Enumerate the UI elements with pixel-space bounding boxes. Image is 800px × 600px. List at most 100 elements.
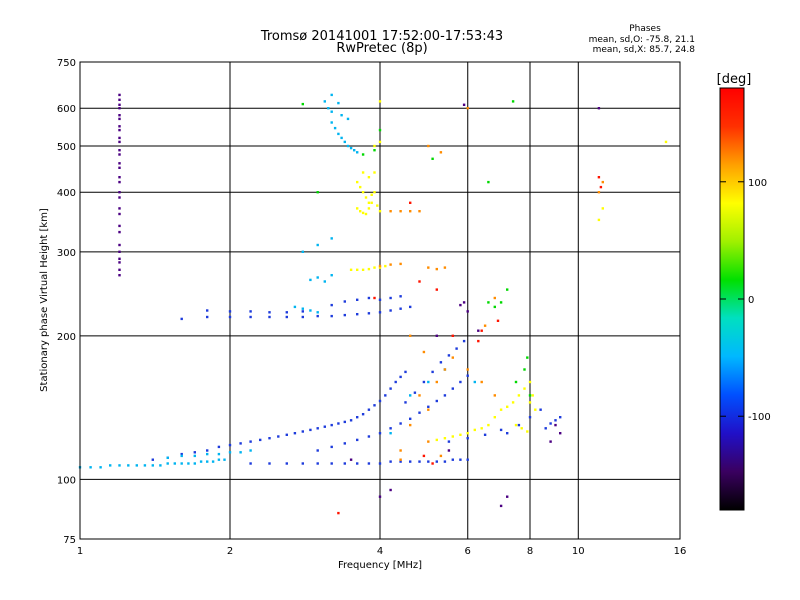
phases-x-stats: mean, sd,X: 85.7, 24.8 xyxy=(593,45,696,55)
data-point xyxy=(378,298,382,301)
data-point xyxy=(435,380,438,384)
data-point xyxy=(301,307,304,310)
data-point xyxy=(330,274,333,277)
data-point xyxy=(378,140,382,144)
data-point xyxy=(389,460,392,463)
data-point xyxy=(343,420,346,424)
data-point xyxy=(206,309,209,312)
data-point xyxy=(199,460,203,463)
data-point xyxy=(370,193,373,196)
data-point xyxy=(249,449,252,452)
data-point xyxy=(499,428,503,432)
data-point xyxy=(376,204,379,207)
data-point xyxy=(206,449,209,452)
data-point xyxy=(228,451,232,454)
data-point xyxy=(166,462,169,465)
data-point xyxy=(466,458,469,461)
data-point xyxy=(118,250,121,253)
data-point xyxy=(285,315,288,319)
data-point xyxy=(459,433,462,436)
data-point xyxy=(427,408,430,411)
data-point xyxy=(499,504,503,508)
data-point xyxy=(330,445,333,449)
data-point xyxy=(373,171,376,174)
data-point xyxy=(473,380,476,384)
data-point xyxy=(316,427,319,430)
data-point xyxy=(389,432,392,435)
data-point xyxy=(187,462,190,465)
data-point xyxy=(356,180,359,184)
data-point xyxy=(118,128,121,132)
data-point xyxy=(422,454,426,458)
data-point xyxy=(435,399,438,403)
data-point xyxy=(418,210,421,213)
colorbar-label: [deg] xyxy=(717,72,752,87)
data-point xyxy=(316,314,319,318)
data-point xyxy=(422,350,426,354)
data-point xyxy=(409,305,412,309)
data-point xyxy=(451,435,454,438)
data-point xyxy=(180,317,183,321)
data-point xyxy=(373,144,376,148)
data-point xyxy=(285,462,288,465)
data-point xyxy=(389,488,392,492)
data-point xyxy=(118,166,121,169)
data-point xyxy=(378,432,382,435)
data-point xyxy=(534,408,537,411)
data-point xyxy=(483,324,487,327)
data-point xyxy=(443,437,447,440)
data-point xyxy=(451,458,454,461)
phases-o-stats: mean, sd,O: -75.8, 21.1 xyxy=(589,35,695,45)
data-point xyxy=(359,210,362,213)
data-point xyxy=(89,466,92,469)
data-point xyxy=(367,201,371,204)
data-point xyxy=(373,266,376,269)
data-point xyxy=(597,218,601,222)
data-point xyxy=(487,301,490,304)
data-point xyxy=(316,276,319,279)
data-point xyxy=(118,149,121,152)
data-point xyxy=(301,310,304,313)
data-point xyxy=(118,107,121,110)
data-point xyxy=(378,311,382,314)
data-point xyxy=(480,380,483,384)
data-point xyxy=(528,416,532,419)
data-point xyxy=(466,310,469,313)
data-point xyxy=(268,315,271,319)
data-point xyxy=(118,114,121,117)
data-point xyxy=(597,176,601,179)
y-tick-label: 300 xyxy=(57,248,76,259)
data-point xyxy=(477,339,480,343)
data-point xyxy=(439,454,443,458)
data-point xyxy=(309,278,312,282)
data-point xyxy=(514,423,518,427)
y-tick-label: 75 xyxy=(63,535,76,546)
data-point xyxy=(330,237,333,240)
data-point xyxy=(462,339,466,343)
data-point xyxy=(364,212,368,216)
data-point xyxy=(193,451,196,454)
data-point xyxy=(367,312,371,315)
data-point xyxy=(399,422,402,425)
data-point xyxy=(443,368,447,371)
data-point xyxy=(211,460,215,463)
y-tick-label: 200 xyxy=(57,332,76,343)
data-point xyxy=(506,288,509,291)
chart-subtitle: RwPretec (8p) xyxy=(336,41,427,56)
data-point xyxy=(239,451,242,454)
data-point xyxy=(466,432,469,435)
data-point xyxy=(343,462,346,465)
data-point xyxy=(549,440,552,443)
colorbar-ticks: 100 0 -100 xyxy=(720,178,771,423)
data-point xyxy=(499,408,503,411)
data-point xyxy=(118,274,121,277)
data-point xyxy=(367,267,371,271)
data-point xyxy=(409,394,412,397)
data-point xyxy=(389,210,392,213)
data-point xyxy=(539,408,542,411)
data-point xyxy=(316,462,319,465)
data-point xyxy=(384,264,387,268)
data-point xyxy=(151,464,154,467)
data-point xyxy=(135,464,138,467)
data-point xyxy=(523,368,526,371)
